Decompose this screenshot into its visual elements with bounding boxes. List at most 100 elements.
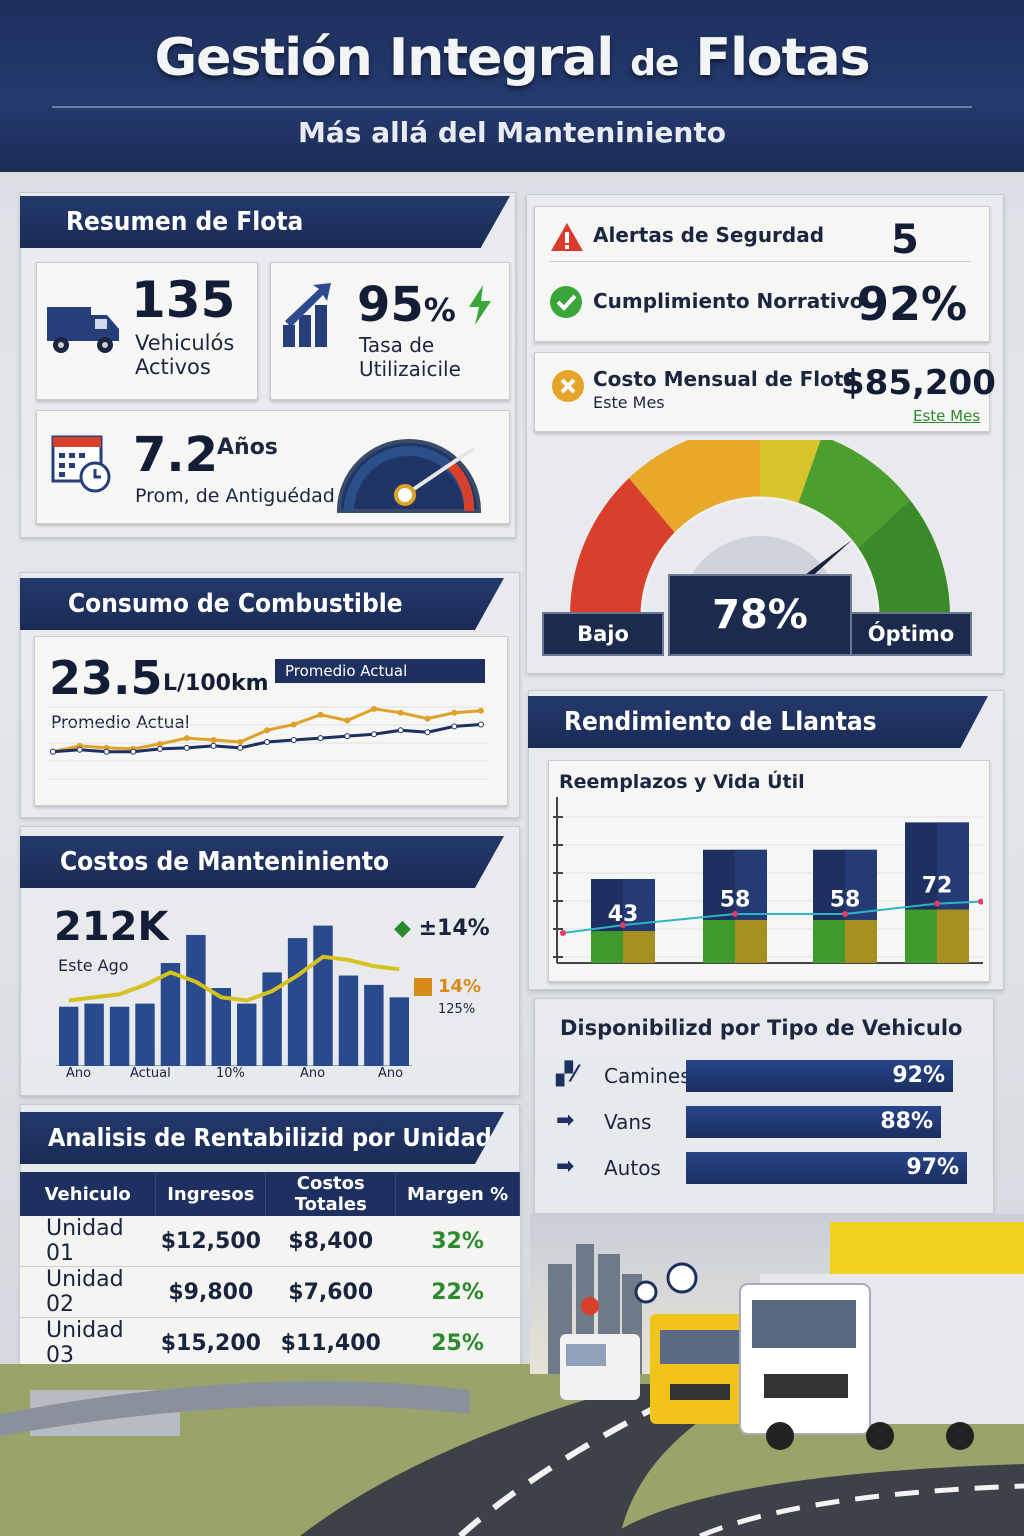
calendar-icon (51, 435, 111, 493)
fuel-point (424, 729, 431, 736)
fuel-point (478, 707, 484, 714)
fuel-label: Promedio Actual (51, 713, 190, 733)
availability-bar: 88% (686, 1106, 941, 1138)
utilization-number: 95 (357, 277, 424, 333)
tire-bar-label: 58 (720, 887, 751, 912)
availability-label: Autos (604, 1156, 661, 1180)
fleet-summary-banner: Resumen de Flota (20, 196, 510, 248)
safety-alerts-value: 5 (891, 217, 919, 263)
maintenance-marker-value: 14% (438, 976, 482, 997)
table-cell: 25% (395, 1317, 520, 1369)
check-icon (550, 286, 582, 318)
tires-card: Reemplazos y Vida Útil 43 58 58 72 (548, 760, 990, 982)
fuel-point (451, 709, 458, 716)
profitability-table: Vehiculo Ingresos Costos Totales Margen % U… (20, 1172, 520, 1369)
compliance-value: 92% (857, 277, 968, 331)
tire-bar-label: 58 (830, 887, 861, 912)
maintenance-value: 212K (54, 904, 169, 950)
tires-banner: Rendimiento de Llantas (528, 696, 988, 748)
speedometer-icon (336, 439, 482, 513)
maintenance-change: ◆ ±14% (394, 916, 490, 941)
maintenance-bar (262, 972, 282, 1066)
table-cell: Unidad 01 (20, 1216, 156, 1267)
alerts-card: Alertas de Segurdad 5 Cumplimiento Norra… (534, 206, 990, 342)
lightning-icon (469, 285, 491, 325)
gauge-low-label: Bajo (542, 612, 664, 656)
maintenance-bar (59, 1006, 79, 1066)
table-row: Unidad 03 $15,200 $11,400 25% (20, 1317, 520, 1369)
table-row: Unidad 02 $9,800 $7,600 22% (20, 1266, 520, 1318)
maintenance-bar (313, 925, 333, 1066)
tires-subtitle: Reemplazos y Vida Útil (559, 771, 805, 793)
fuel-banner: Consumo de Combustible (20, 578, 504, 630)
fuel-card: 23.5 L/100km Promedio Actual Promedio Ac… (34, 636, 508, 806)
monthly-cost-label: Costo Mensual de Flota (593, 367, 857, 391)
table-cell: 22% (395, 1266, 520, 1318)
maintenance-bar (237, 1003, 257, 1066)
header: Gestión Integral de Flotas Más allá del … (0, 0, 1024, 172)
maintenance-x-label: Ano (300, 1066, 326, 1081)
utilization-value: 95% (357, 277, 456, 333)
table-cell: Unidad 02 (20, 1266, 156, 1318)
fuel-point (290, 737, 297, 744)
fuel-point (317, 735, 324, 742)
fuel-value: 23.5 (49, 651, 163, 705)
fuel-point (397, 727, 404, 734)
fuel-point (397, 709, 404, 716)
table-cell: $9,800 (155, 1266, 266, 1318)
fuel-point (183, 735, 190, 742)
growth-arrow-icon (283, 283, 331, 347)
gauge-value: 78% (668, 574, 852, 656)
avg-age-unit: Años (217, 435, 278, 460)
maintenance-bar (389, 997, 409, 1066)
fuel-point (371, 705, 377, 712)
maintenance-bar-chart (56, 925, 412, 1066)
page-title: Gestión Integral de Flotas (0, 28, 1024, 88)
maintenance-x-label: Actual (130, 1066, 171, 1081)
table-cell: $11,400 (265, 1317, 396, 1369)
utilization-label-1: Tasa de (359, 333, 435, 357)
table-column-header: Vehiculo (20, 1172, 157, 1216)
fuel-point (210, 737, 217, 744)
fuel-point (103, 748, 110, 755)
fuel-point (317, 711, 324, 718)
alerts-divider (549, 261, 971, 262)
fuel-unit: L/100km (163, 671, 269, 696)
fuel-point (264, 727, 270, 734)
maintenance-change-value: ±14% (418, 916, 490, 941)
maintenance-marker-icon (414, 978, 432, 996)
fuel-point (157, 740, 163, 747)
fuel-point (237, 739, 244, 745)
table-cell: $7,600 (265, 1266, 396, 1318)
diamond-icon: ◆ (394, 916, 419, 941)
monthly-cost-card: Costo Mensual de Flota Este Mes $85,200 … (534, 352, 996, 432)
maintenance-bar (287, 938, 308, 1066)
truck-icon (47, 307, 119, 353)
table-cell: 32% (395, 1216, 520, 1267)
table-cell: $15,200 (155, 1317, 266, 1369)
table-cell: Unidad 03 (20, 1317, 156, 1369)
maintenance-marker-sub: 125% (438, 1002, 476, 1017)
maintenance-bar (186, 934, 206, 1066)
fuel-point (424, 715, 431, 722)
availability-bar: 92% (686, 1060, 953, 1092)
maintenance-bar (338, 975, 359, 1066)
fuel-point (451, 723, 458, 730)
availability-label: Camines (604, 1064, 691, 1088)
active-vehicles-card: 135 Vehiculós Activos (36, 262, 258, 400)
tire-bar-label: 72 (922, 874, 953, 899)
table-column-header: Ingresos (155, 1172, 267, 1216)
availability-list: ▞⁄ Camines 92% ➡ Vans 88% ➡ Autos 97% (556, 1060, 976, 1200)
table-column-header: Costos Totales (265, 1172, 397, 1216)
maintenance-x-label: 10% (216, 1066, 245, 1081)
monthly-cost-note: Este Mes (913, 407, 981, 425)
maintenance-trend-line (68, 954, 400, 1003)
table-cell: $8,400 (265, 1216, 396, 1267)
compliance-label: Cumplimiento Norrativo (593, 289, 864, 313)
page-subtitle: Más allá del Manteniniento (298, 116, 726, 149)
table-row: Unidad 01 $12,500 $8,400 32% (20, 1216, 520, 1267)
avg-age-value: 7.2 (133, 427, 219, 483)
arrow-icon: ➡ (556, 1108, 575, 1133)
fuel-point (183, 744, 190, 751)
maintenance-bar (84, 1003, 104, 1066)
